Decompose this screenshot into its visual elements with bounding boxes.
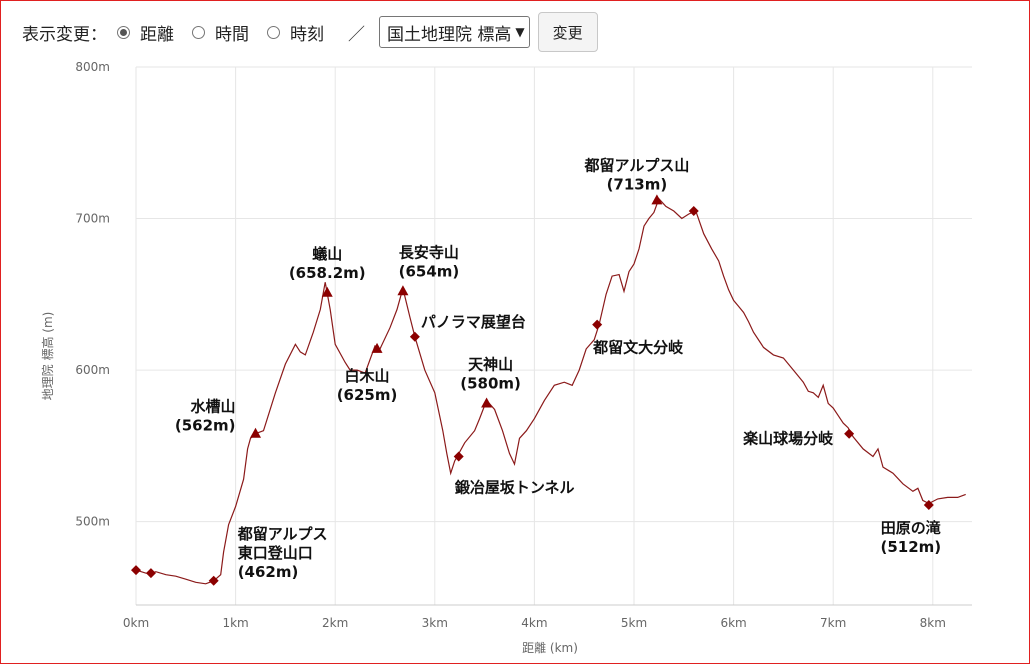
waypoint-label: 田原の滝 [881,519,941,537]
x-tick-label: 6km [720,616,746,630]
waypoint-label: (512m) [880,538,941,556]
radio-distance[interactable]: 距離 [117,20,174,45]
y-tick-label: 800m [75,60,110,74]
waypoint-marker [844,428,855,439]
y-tick-label: 500m [75,515,110,529]
summit-marker [371,342,383,353]
waypoint-marker [145,568,156,579]
waypoint-label: (580m) [460,374,521,392]
waypoint-marker [923,499,934,510]
x-tick-label: 4km [521,616,547,630]
waypoint-label: 都留アルプス [237,525,328,543]
waypoint-label: 蟻山 [312,245,342,263]
x-tick-label: 3km [422,616,448,630]
elevation-series-line [135,197,966,585]
x-axis-title: 距離 (km) [522,641,578,655]
waypoint-marker [131,565,141,576]
x-tick-label: 5km [621,616,647,630]
waypoint-label: (654m) [399,262,460,280]
summit-marker [651,194,663,205]
elevation-source-value: 国土地理院 標高 [387,24,512,45]
display-change-label: 表示変更： [22,24,107,45]
waypoint-label: (658.2m) [289,264,366,282]
x-tick-label: 8km [920,616,946,630]
radio-distance-indicator[interactable] [117,25,130,39]
waypoint-label: 都留文大分岐 [592,339,684,357]
summit-marker [397,285,409,296]
display-toolbar: 表示変更： 距離 時間 時刻 ／ 国土地理院 標高 ▼ 変更 [22,12,598,52]
x-tick-label: 2km [322,616,348,630]
separator: ／ [348,24,365,45]
x-tick-label: 0km [123,616,149,630]
radio-time-label: 時間 [215,24,249,45]
waypoint-marker [688,205,699,216]
waypoint-label: (462m) [238,563,299,581]
waypoint-marker [453,451,464,462]
radio-clock-indicator[interactable] [267,25,280,39]
elevation-source-select[interactable]: 国土地理院 標高 ▼ [379,16,530,48]
waypoint-marker [409,331,420,342]
waypoint-label: 都留アルプス山 [583,156,689,174]
waypoint-label: 天神山 [468,355,513,373]
waypoint-label: 白木山 [345,367,390,385]
radio-time-indicator[interactable] [192,25,205,39]
radio-distance-label: 距離 [140,24,174,45]
y-tick-label: 700m [75,212,110,226]
waypoint-label: 水槽山 [191,398,236,416]
waypoint-label: (562m) [175,417,236,435]
x-tick-label: 7km [820,616,846,630]
waypoint-label: 楽山球場分岐 [743,430,834,448]
waypoint-label: 東口登山口 [238,544,313,562]
waypoint-marker [208,575,219,586]
radio-clock-label: 時刻 [290,24,324,45]
waypoint-label: 長安寺山 [399,243,459,261]
waypoint-label: パノラマ展望台 [421,313,526,331]
waypoint-label: (713m) [607,175,668,193]
y-tick-label: 600m [75,363,110,377]
chevron-down-icon: ▼ [515,25,525,39]
radio-time[interactable]: 時間 [192,20,249,45]
summit-marker [250,427,262,438]
waypoint-marker [592,319,603,330]
summit-marker [321,286,333,297]
radio-clock[interactable]: 時刻 [267,20,324,45]
summit-marker [481,397,493,408]
waypoint-label: (625m) [337,386,398,404]
x-tick-label: 1km [222,616,248,630]
waypoint-label: 鍛冶屋坂トンネル [455,478,575,496]
y-axis-title: 地理院 標高 (m) [40,312,55,401]
change-button[interactable]: 変更 [537,12,598,52]
